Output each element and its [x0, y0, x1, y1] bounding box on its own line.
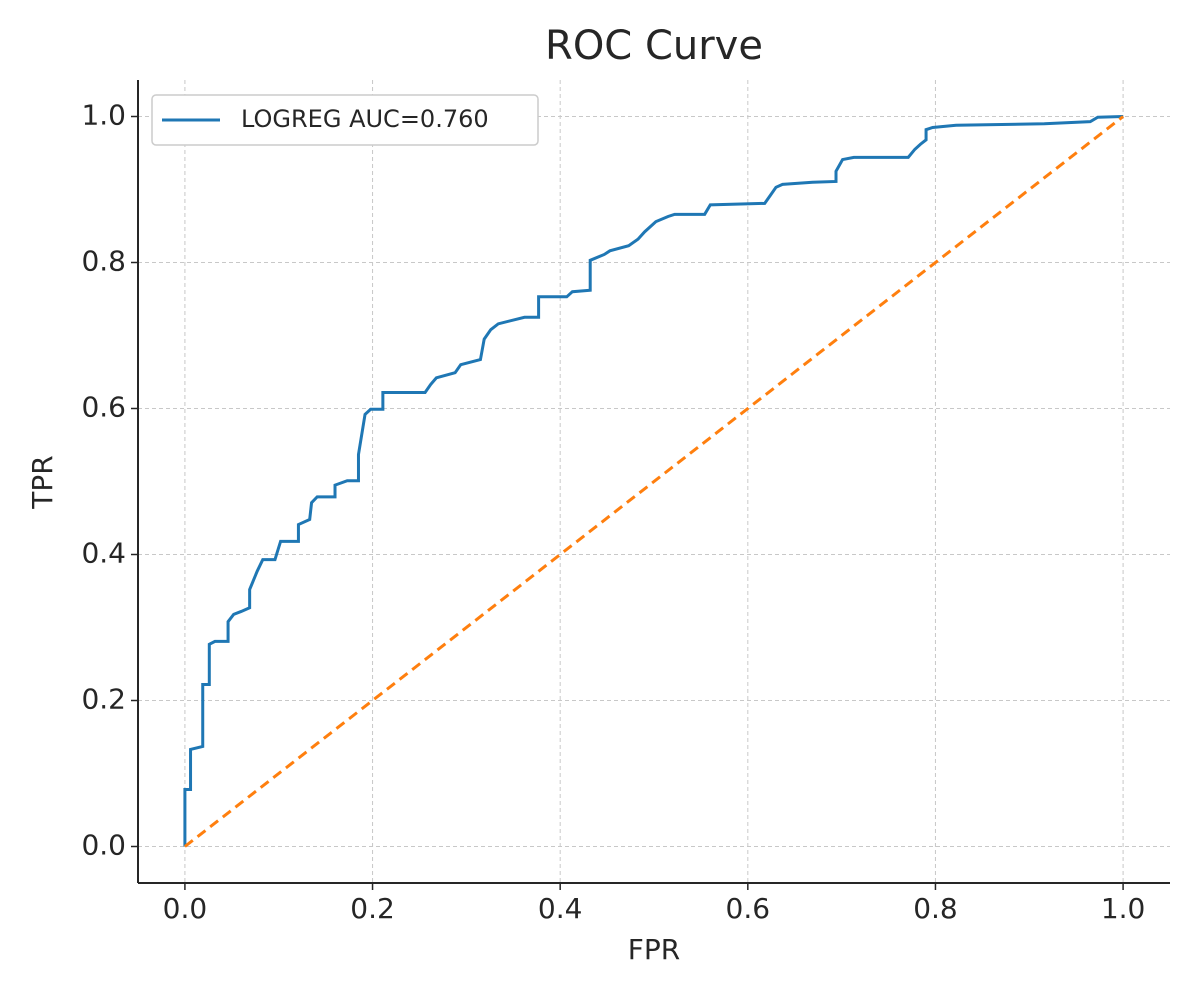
- x-tick-label: 1.0: [1101, 892, 1146, 925]
- y-tick-label: 0.2: [81, 683, 126, 716]
- chart-title: ROC Curve: [545, 23, 763, 69]
- x-tick-label: 0.8: [913, 892, 958, 925]
- y-tick-label: 0.0: [81, 829, 126, 862]
- y-tick-label: 0.4: [81, 537, 126, 570]
- x-tick-label: 0.0: [163, 892, 208, 925]
- y-tick-label: 1.0: [81, 99, 126, 132]
- series-line: [185, 117, 1123, 847]
- x-tick-label: 0.6: [726, 892, 771, 925]
- legend-label: LOGREG AUC=0.760: [241, 105, 489, 133]
- y-axis-label: TPR: [26, 455, 59, 509]
- x-axis-label: FPR: [628, 933, 680, 966]
- x-tick-label: 0.4: [538, 892, 583, 925]
- x-tick-label: 0.2: [350, 892, 395, 925]
- y-tick-label: 0.8: [81, 245, 126, 278]
- y-tick-label: 0.6: [81, 391, 126, 424]
